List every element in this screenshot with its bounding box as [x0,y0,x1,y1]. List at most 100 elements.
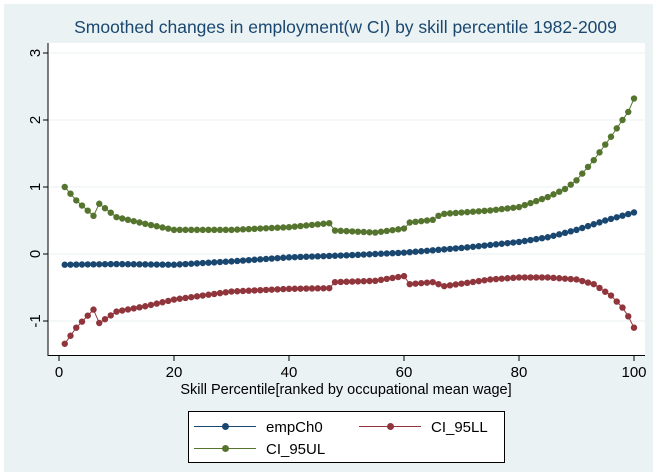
data-point [101,205,109,212]
legend: empCh0 CI_95LL CI_95UL [188,411,505,463]
data-point [504,239,511,247]
data-point [257,225,264,232]
data-point [308,221,316,229]
data-point [550,274,557,282]
data-point [326,284,333,292]
data-point [630,95,638,102]
data-point [349,228,356,235]
data-point [607,215,615,223]
data-point [222,289,229,296]
legend-marker-ci95ll [359,417,421,437]
legend-item-ci95ll: CI_95LL [359,417,488,437]
data-point [446,210,454,217]
series-group [61,95,638,347]
data-point [119,260,126,268]
data-point [550,191,557,198]
data-point [418,217,425,225]
data-point [590,280,597,288]
data-point [372,277,379,284]
data-point [573,177,580,184]
data-point [90,261,97,268]
data-point [515,274,523,281]
data-point [343,227,350,235]
data-point [314,253,321,260]
data-point [314,285,321,292]
data-point [412,280,419,287]
data-point [96,261,103,268]
data-point [602,141,609,148]
data-point [251,225,258,233]
legend-item-empch0: empCh0 [194,417,323,437]
legend-marker-ci95ul [194,439,256,459]
data-point [492,275,500,283]
data-point [464,244,471,251]
data-point [170,261,178,268]
data-point [257,256,264,263]
data-point [469,278,477,286]
data-point [142,261,149,268]
data-point [441,210,448,217]
data-point [458,280,465,287]
data-point [130,261,137,268]
data-point [297,285,304,292]
data-point [211,226,218,234]
data-point [561,275,569,282]
data-point [429,247,436,254]
data-point [147,301,155,309]
data-point [314,221,321,228]
x-tick-label: 0 [55,364,63,381]
data-point [90,306,97,313]
data-point [124,306,132,313]
data-point [504,275,511,282]
data-point [418,279,425,287]
data-point [216,258,224,266]
data-point [280,224,287,231]
data-point [487,207,494,214]
x-tick-label: 60 [396,364,413,381]
x-tick-label: 80 [511,364,528,381]
data-point [406,248,413,256]
data-point [400,272,408,280]
data-point [268,286,275,293]
data-point [142,303,149,310]
data-point [366,251,373,258]
data-point [153,223,160,230]
data-point [239,226,247,233]
x-ticks: 0 20 40 60 80 100 [55,355,647,381]
data-point [331,252,339,259]
data-point [435,280,442,288]
data-point [354,228,362,235]
data-point [182,226,189,234]
data-point [412,218,419,226]
data-point [159,261,166,268]
legend-item-ci95ul: CI_95UL [194,439,325,459]
data-point [136,304,143,311]
data-point [515,238,523,246]
data-point [84,261,91,268]
data-point [234,288,241,295]
data-point [130,305,137,312]
data-point [67,261,74,268]
data-point [498,240,505,247]
data-point [297,222,304,230]
data-point [280,254,287,261]
data-point [303,253,310,260]
data-point [193,226,201,234]
data-point [205,291,212,298]
data-point [584,163,592,171]
data-point [303,285,310,292]
y-tick-label: 3 [27,49,44,57]
data-point [573,226,580,234]
data-point [268,255,275,262]
data-point [343,278,350,285]
data-point [136,219,143,226]
data-point [452,245,459,252]
data-point [188,293,195,301]
data-point [234,257,241,265]
data-point [257,286,264,294]
data-point [377,228,385,235]
data-point [418,248,425,255]
data-point [452,281,459,288]
data-point [492,206,500,213]
